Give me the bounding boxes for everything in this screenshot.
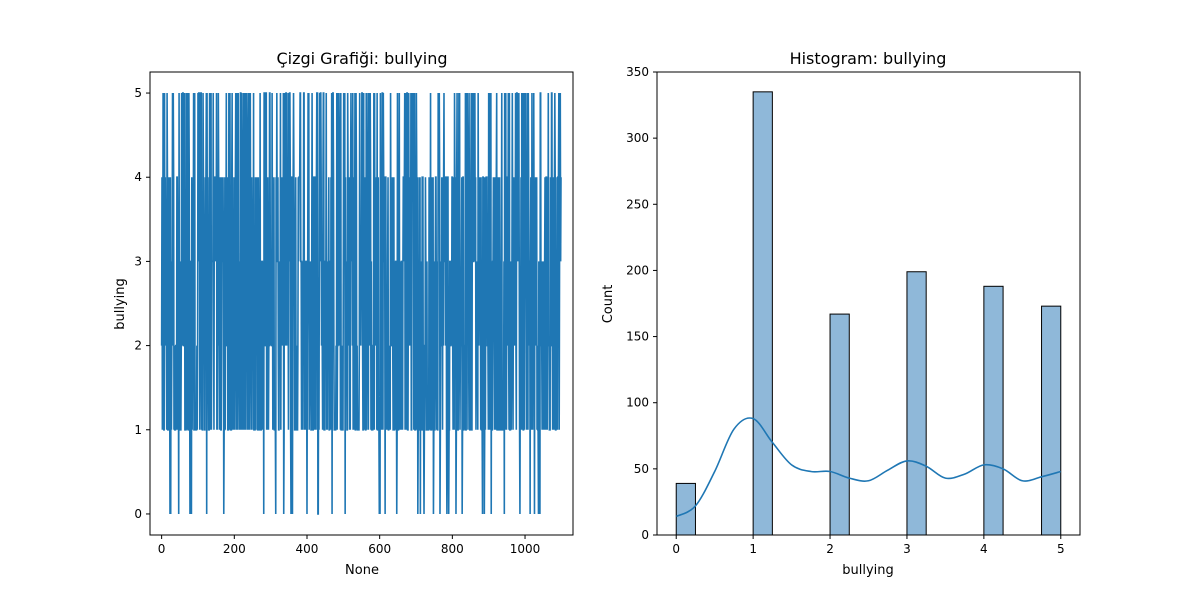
histogram-chart: Histogram: bullying bullying Count 0 1 2 3 4… [601, 49, 1081, 578]
line-chart-y-tick-label: 4 [134, 170, 142, 184]
histogram-x-tick-label: 0 [672, 542, 680, 556]
histogram-y-tick-label: 100 [626, 396, 649, 410]
histogram-y-tick-label: 350 [626, 65, 649, 79]
line-chart-x-tick-label: 800 [441, 542, 464, 556]
histogram-x-tick-label: 1 [749, 542, 757, 556]
histogram-x-tick-label: 4 [980, 542, 988, 556]
line-chart-y-tick-label: 0 [134, 507, 142, 521]
line-chart-y-tick-label: 3 [134, 254, 142, 268]
line-chart-title: Çizgi Grafiği: bullying [276, 49, 447, 68]
histogram-y-tick-label: 200 [626, 263, 649, 277]
histogram-y-tick-label: 150 [626, 330, 649, 344]
line-chart-series [160, 92, 562, 515]
histogram-bar [829, 313, 850, 536]
histogram-title: Histogram: bullying [790, 49, 947, 68]
line-chart-y-tick-label: 5 [134, 86, 142, 100]
line-chart-y-axis-label: bullying [113, 278, 128, 330]
line-chart-x-tick-label: 600 [368, 542, 391, 556]
line-chart-ticks: 0 200 400 600 800 1000 0 1 2 3 4 5 [134, 86, 540, 556]
line-chart-x-tick-label: 0 [158, 542, 166, 556]
histogram-kde-curve [675, 417, 1061, 518]
histogram-kde [675, 417, 1061, 518]
histogram-y-tick-label: 250 [626, 197, 649, 211]
histogram-frame [656, 71, 1081, 536]
line-chart-x-tick-label: 200 [223, 542, 246, 556]
line-chart-x-tick-label: 400 [296, 542, 319, 556]
line-chart: Çizgi Grafiği: bullying None bullying 0 2… [113, 49, 574, 578]
histogram-bar [1041, 305, 1062, 536]
histogram-y-tick-label: 300 [626, 131, 649, 145]
histogram-x-tick-label: 3 [903, 542, 911, 556]
line-chart-y-tick-label: 2 [134, 339, 142, 353]
histogram-y-tick-label: 0 [641, 528, 649, 542]
line-chart-frame [149, 71, 574, 536]
histogram-x-axis-label: bullying [842, 563, 894, 578]
histogram-bar [906, 271, 927, 536]
line-chart-x-axis-label: None [345, 563, 379, 578]
histogram-bar [752, 91, 773, 536]
histogram-y-tick-label: 50 [634, 462, 649, 476]
histogram-x-tick-label: 2 [826, 542, 834, 556]
line-chart-plot-area [160, 92, 562, 515]
histogram-y-axis-label: Count [601, 285, 616, 324]
histogram-x-tick-label: 5 [1057, 542, 1065, 556]
histogram-bar [983, 285, 1004, 536]
line-chart-x-tick-label: 1000 [510, 542, 541, 556]
line-chart-y-tick-label: 1 [134, 423, 142, 437]
